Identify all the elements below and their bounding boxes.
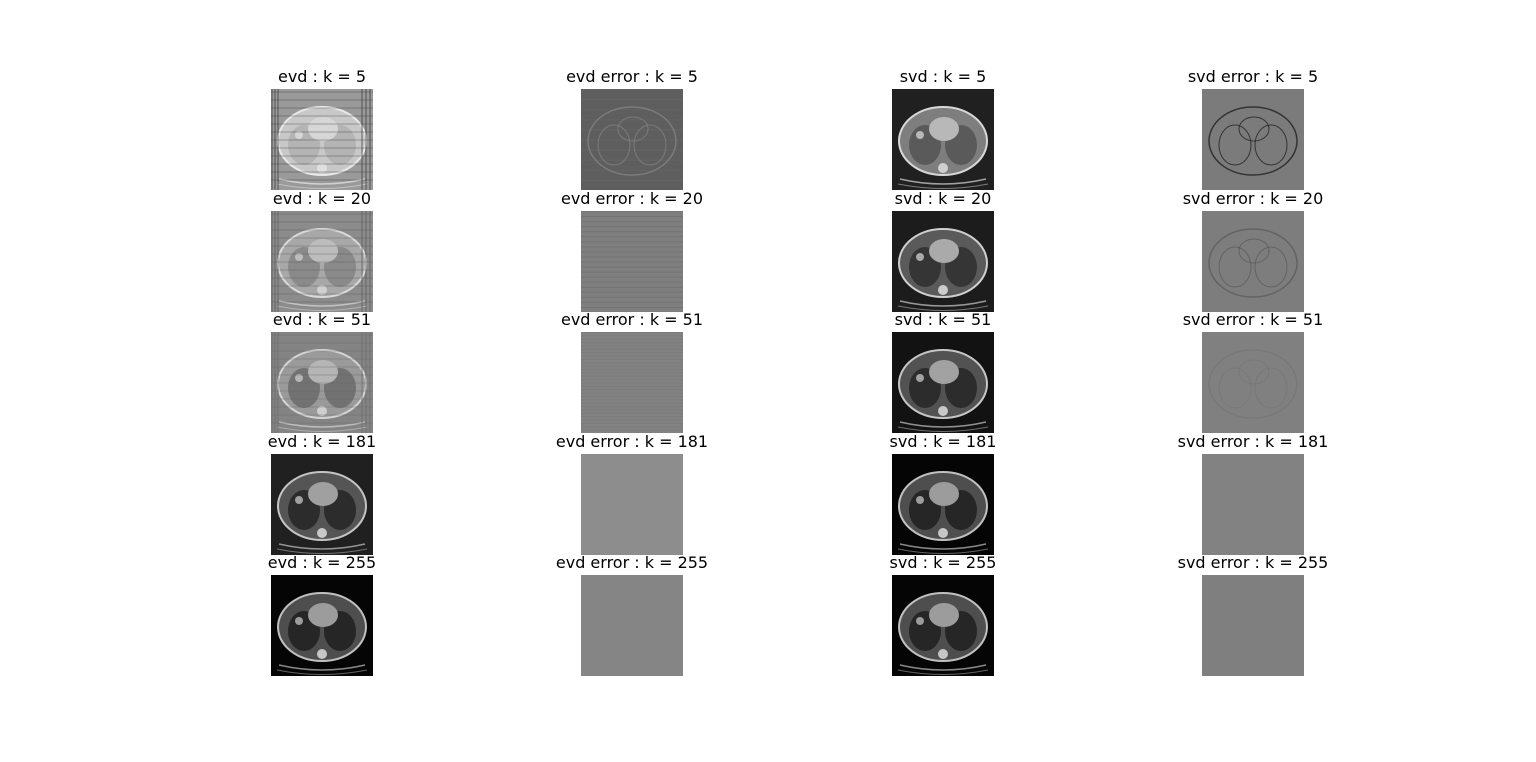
evd-image <box>271 89 373 190</box>
svd-image <box>892 89 994 190</box>
panel-title: evd : k = 51 <box>272 310 372 329</box>
panel-title: svd error : k = 181 <box>1177 432 1329 451</box>
panel-evd-k255: evd : k = 255 <box>232 553 412 676</box>
panel-svd-error-k5: svd error : k = 5 <box>1163 67 1343 190</box>
panel-title: svd : k = 255 <box>889 553 997 572</box>
panel-evd-error-k181: evd error : k = 181 <box>542 432 722 555</box>
panel-svd-error-k255: svd error : k = 255 <box>1163 553 1343 676</box>
svd-error-image <box>1202 211 1304 312</box>
panel-title: svd : k = 5 <box>899 67 987 86</box>
panel-title: svd : k = 51 <box>894 310 992 329</box>
evd-image <box>271 575 373 676</box>
svd-error-image <box>1202 89 1304 190</box>
panel-title: evd : k = 5 <box>277 67 367 86</box>
panel-svd-error-k51: svd error : k = 51 <box>1163 310 1343 433</box>
evd-error-image <box>581 211 683 312</box>
panel-title: evd : k = 181 <box>267 432 377 451</box>
svd-error-image <box>1202 575 1304 676</box>
panel-title: evd : k = 255 <box>267 553 377 572</box>
evd-error-image <box>581 332 683 433</box>
panel-svd-error-k20: svd error : k = 20 <box>1163 189 1343 312</box>
panel-evd-error-k5: evd error : k = 5 <box>542 67 722 190</box>
svd-error-image <box>1202 454 1304 555</box>
evd-image <box>271 454 373 555</box>
panel-title: evd : k = 20 <box>272 189 372 208</box>
evd-error-image <box>581 454 683 555</box>
panel-title: svd error : k = 20 <box>1182 189 1324 208</box>
svd-image <box>892 575 994 676</box>
panel-evd-error-k20: evd error : k = 20 <box>542 189 722 312</box>
panel-title: evd error : k = 20 <box>560 189 704 208</box>
panel-evd-k20: evd : k = 20 <box>232 189 412 312</box>
panel-svd-k51: svd : k = 51 <box>853 310 1033 433</box>
panel-evd-k181: evd : k = 181 <box>232 432 412 555</box>
panel-title: evd error : k = 5 <box>566 67 698 86</box>
panel-title: evd error : k = 51 <box>560 310 704 329</box>
panel-evd-error-k255: evd error : k = 255 <box>542 553 722 676</box>
panel-evd-k5: evd : k = 5 <box>232 67 412 190</box>
panel-title: svd error : k = 255 <box>1177 553 1329 572</box>
panel-title: svd error : k = 51 <box>1182 310 1324 329</box>
panel-svd-error-k181: svd error : k = 181 <box>1163 432 1343 555</box>
evd-error-image <box>581 89 683 190</box>
panel-evd-error-k51: evd error : k = 51 <box>542 310 722 433</box>
panel-svd-k20: svd : k = 20 <box>853 189 1033 312</box>
svd-error-image <box>1202 332 1304 433</box>
panel-title: svd : k = 181 <box>889 432 997 451</box>
panel-svd-k181: svd : k = 181 <box>853 432 1033 555</box>
svd-image <box>892 454 994 555</box>
evd-image <box>271 211 373 312</box>
panel-svd-k255: svd : k = 255 <box>853 553 1033 676</box>
panel-evd-k51: evd : k = 51 <box>232 310 412 433</box>
evd-error-image <box>581 575 683 676</box>
evd-image <box>271 332 373 433</box>
svd-image <box>892 211 994 312</box>
panel-title: svd error : k = 5 <box>1187 67 1319 86</box>
svd-image <box>892 332 994 433</box>
panel-title: evd error : k = 181 <box>555 432 709 451</box>
panel-title: evd error : k = 255 <box>555 553 709 572</box>
panel-svd-k5: svd : k = 5 <box>853 67 1033 190</box>
panel-title: svd : k = 20 <box>894 189 992 208</box>
